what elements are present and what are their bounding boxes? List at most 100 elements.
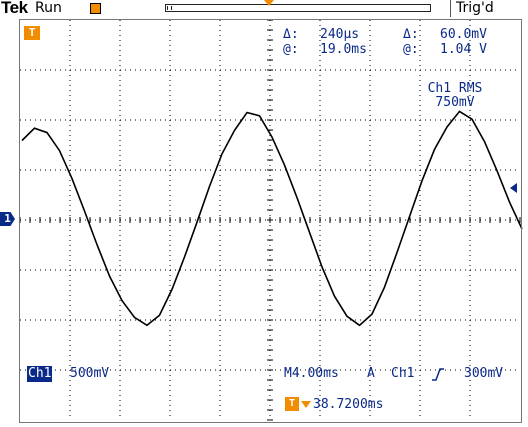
graticule-dot	[415, 369, 416, 371]
delta-time-value: 240µs	[320, 27, 360, 42]
graticule-dot	[319, 130, 321, 131]
graticule-dot	[480, 369, 481, 371]
graticule-dot	[230, 169, 231, 171]
graticule-dot	[475, 369, 476, 371]
graticule-dot	[345, 269, 346, 271]
graticule-dot	[475, 219, 476, 221]
graticule-dot	[395, 219, 396, 221]
graticule-dot	[515, 69, 516, 71]
graticule-dot	[469, 60, 471, 61]
graticule-dot	[320, 119, 321, 121]
graticule-dot	[325, 169, 326, 171]
graticule-dot	[505, 119, 506, 121]
graticule-dot	[169, 395, 171, 396]
graticule-dot	[69, 110, 71, 111]
graticule-dot	[300, 319, 301, 321]
graticule-dot	[219, 55, 221, 56]
graticule-dot	[500, 119, 501, 121]
graticule-dot	[319, 355, 321, 356]
graticule-dot	[469, 85, 471, 86]
graticule-dot	[400, 119, 401, 121]
center-axis-tick	[267, 289, 273, 291]
ch1-badge[interactable]: Ch1	[27, 366, 53, 382]
graticule-dot	[445, 119, 446, 121]
graticule-dot	[515, 219, 516, 221]
graticule-dot	[369, 155, 371, 156]
graticule-dot	[419, 60, 421, 61]
graticule-dot	[215, 269, 216, 271]
trigger-position-icon: T	[285, 397, 299, 411]
graticule-dot	[169, 140, 171, 141]
graticule-dot	[120, 319, 121, 321]
graticule-dot	[419, 100, 421, 101]
graticule-dot	[469, 65, 471, 66]
graticule-dot	[169, 325, 171, 326]
graticule-dot	[69, 230, 71, 231]
graticule-dot	[450, 369, 451, 371]
graticule-dot	[219, 390, 221, 391]
graticule-dot	[125, 369, 126, 371]
graticule-dot	[235, 219, 236, 221]
graticule-dot	[169, 100, 171, 101]
graticule-dot	[419, 360, 421, 361]
graticule-dot	[419, 380, 421, 381]
graticule-dot	[480, 169, 481, 171]
graticule-dot	[445, 269, 446, 271]
graticule-dot	[319, 50, 321, 51]
graticule-dot	[269, 125, 271, 126]
graticule-dot	[219, 165, 221, 166]
graticule-dot	[75, 119, 76, 121]
graticule-dot	[90, 119, 91, 121]
graticule-dot	[330, 119, 331, 121]
graticule-dot	[369, 45, 371, 46]
graticule-dot	[390, 119, 391, 121]
graticule-dot	[185, 219, 186, 221]
graticule-dot	[320, 319, 321, 321]
graticule-dot	[180, 319, 181, 321]
center-axis-tick	[267, 29, 273, 31]
graticule-dot	[145, 369, 146, 371]
graticule-dot	[419, 110, 421, 111]
center-axis-tick	[289, 217, 291, 223]
graticule-dot	[469, 245, 471, 246]
graticule-dot	[219, 205, 221, 206]
graticule-dot	[119, 310, 121, 311]
graticule-dot	[455, 319, 456, 321]
graticule-dot	[240, 119, 241, 121]
graticule-dot	[469, 180, 471, 181]
delta-volt-label: Δ:	[403, 27, 419, 42]
graticule-dot	[269, 295, 271, 296]
graticule-dot	[69, 40, 71, 41]
graticule-dot	[340, 69, 341, 71]
graticule-dot	[95, 269, 96, 271]
graticule-dot	[169, 260, 171, 261]
graticule-dot	[269, 135, 271, 136]
graticule-dot	[85, 269, 86, 271]
graticule-dot	[400, 369, 401, 371]
center-axis-tick	[267, 189, 273, 191]
graticule-dot	[350, 169, 351, 171]
graticule-dot	[370, 119, 371, 121]
graticule-dot	[219, 385, 221, 386]
brand-logo: Tek	[1, 0, 28, 17]
graticule-dot	[419, 390, 421, 391]
graticule-dot	[319, 80, 321, 81]
graticule-dot	[319, 415, 321, 416]
graticule-dot	[219, 215, 221, 216]
graticule-dot	[375, 119, 376, 121]
graticule-dot	[425, 369, 426, 371]
graticule-dot	[150, 169, 151, 171]
graticule-dot	[219, 145, 221, 146]
graticule-dot	[369, 100, 371, 101]
graticule-dot	[460, 169, 461, 171]
graticule-dot	[469, 115, 471, 116]
graticule-dot	[170, 369, 171, 371]
center-axis-tick	[267, 419, 273, 421]
graticule-dot	[415, 169, 416, 171]
graticule-dot	[119, 330, 121, 331]
graticule-dot	[170, 319, 171, 321]
graticule-dot	[69, 140, 71, 141]
graticule-dot	[69, 350, 71, 351]
graticule-dot	[510, 69, 511, 71]
graticule-dot	[505, 69, 506, 71]
